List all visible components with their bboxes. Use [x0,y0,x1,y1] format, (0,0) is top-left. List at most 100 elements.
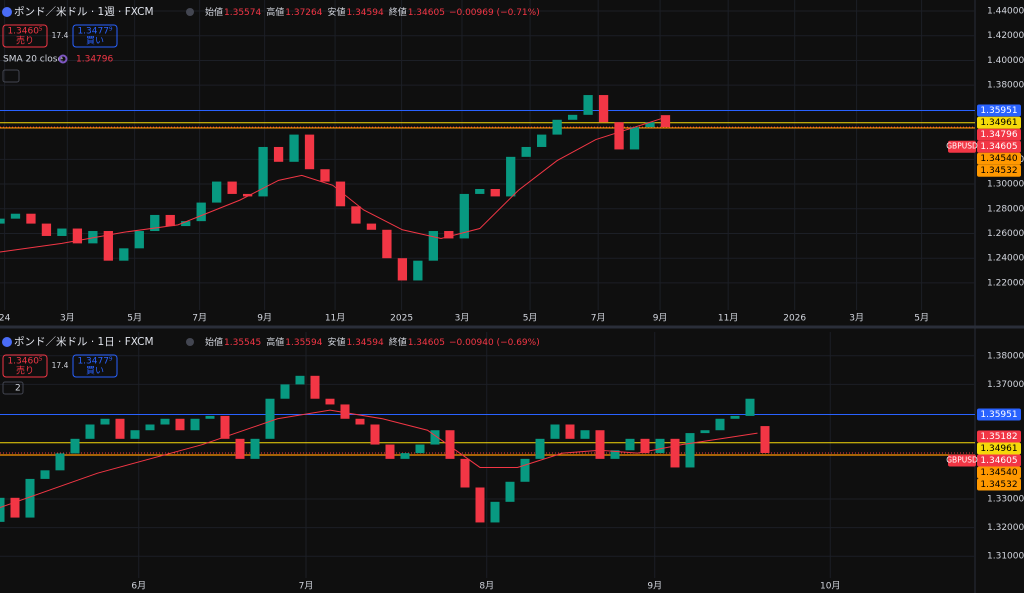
candle [57,228,67,236]
candle [428,231,438,261]
price-tag [977,140,1021,153]
candle [506,156,516,197]
price-tag [977,128,1021,141]
candle [220,415,230,439]
ohlc-value: 1.37264 [285,8,322,18]
status-dot [186,8,194,16]
candle [355,418,365,425]
candle [280,384,290,399]
x-tick-label: 3月 [455,313,470,324]
ohlc-label: 終値 [389,6,407,18]
candle [385,444,395,459]
candle [10,497,20,518]
candle [445,430,455,459]
collapse-button[interactable] [2,69,20,83]
price-tag-label: 1.34540 [980,468,1017,478]
candle [640,438,650,454]
candle [235,438,245,459]
candle [265,398,275,439]
sell-button[interactable] [2,354,48,378]
candle [660,115,671,128]
x-tick-label: 6月 [131,581,146,592]
sma-legend-value: 1.34796 [76,55,113,65]
candle [242,193,253,197]
y-tick-label: 1.44000 [987,7,1024,17]
buy-label: 買い [86,36,104,47]
ohlc-label: 高値 [266,6,284,18]
x-tick-label: 9月 [653,313,668,324]
candle [196,202,206,222]
sell-label: 売り [16,365,34,377]
candle [745,398,755,416]
ohlc-label: 高値 [266,336,284,348]
candle [397,258,408,281]
y-tick-label: 1.24000 [987,254,1024,264]
candle [598,95,609,123]
candle [610,450,620,459]
candle [335,181,346,207]
candle [40,470,50,479]
x-tick-label: 5月 [914,313,929,324]
symbol-icon [2,7,12,17]
sell-price: 1.3460⁵ [7,357,42,367]
ohlc-label: 安値 [327,336,345,348]
candle [645,122,655,128]
candle [258,146,268,197]
price-tag-label: 1.34532 [980,166,1017,176]
price-tag-label: 1.35182 [980,432,1017,442]
price-tag [977,478,1021,491]
price-tag-label: 1.34605 [980,142,1017,152]
candle [370,424,380,445]
candle [340,404,350,419]
symbol-label: GBPUSD [946,455,978,464]
collapse-button[interactable] [2,381,24,395]
candle [41,223,52,236]
x-tick-label: 9月 [647,581,662,592]
y-tick-label: 1.26000 [987,229,1024,239]
sell-label: 売り [16,35,34,47]
x-tick-label: 3月 [849,313,864,324]
plot-area [0,0,975,310]
ohlc-value: 1.35545 [224,338,261,348]
y-tick-label: 1.40000 [987,56,1024,66]
candle [430,430,440,445]
price-tag-label: 1.34961 [980,444,1017,454]
buy-button[interactable] [72,354,118,378]
candle [181,221,191,227]
x-tick-label: 2026 [783,314,806,324]
candle [490,188,500,197]
x-tick-label: 2025 [390,314,413,324]
status-dot [186,338,194,346]
x-tick-label: 5月 [523,313,538,324]
candle [250,438,260,459]
sell-button[interactable] [2,24,48,48]
price-tag-label: 1.34532 [980,480,1017,490]
candle [320,169,330,182]
x-tick-label: 3月 [60,313,75,324]
x-tick-label: 8月 [479,581,494,592]
buy-price: 1.3477⁹ [77,27,112,37]
y-tick-label: 1.38000 [987,351,1024,361]
y-tick-label: 1.32000 [987,523,1024,533]
price-tag-label: 1.34540 [980,154,1017,164]
price-tag-label: 1.34961 [980,118,1017,128]
candle [550,424,560,439]
ohlc-value: 1.34605 [408,338,445,348]
candle [100,418,110,425]
buy-button[interactable] [72,24,118,48]
price-tag [977,164,1021,177]
candle [382,229,392,259]
candle [490,501,500,523]
candle [72,228,83,244]
candle [10,213,21,219]
price-tag [977,152,1021,165]
candle [145,424,155,431]
ohlc-header: 始値1.35574 高値1.37264 安値1.34594 終値1.34605 −0.0… [205,6,540,18]
buy-label: 買い [86,366,104,377]
y-tick-label: 1.42000 [987,31,1024,41]
candle [273,146,284,162]
x-tick-label: 10月 [820,581,840,592]
x-tick-label: 11月 [325,313,345,324]
